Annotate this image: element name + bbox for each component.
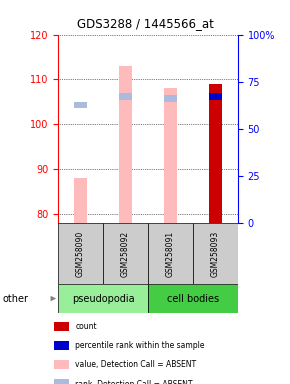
Bar (54, 341, 69, 350)
Text: other: other (3, 293, 29, 304)
FancyBboxPatch shape (103, 223, 148, 284)
Bar (164, 95, 177, 102)
Bar (74, 102, 87, 109)
Bar (54, 360, 69, 369)
FancyBboxPatch shape (148, 223, 193, 284)
Bar (54, 379, 69, 384)
FancyBboxPatch shape (193, 223, 238, 284)
FancyBboxPatch shape (58, 284, 148, 313)
Bar (164, 88, 177, 223)
Text: value, Detection Call = ABSENT: value, Detection Call = ABSENT (75, 360, 196, 369)
Text: percentile rank within the sample: percentile rank within the sample (75, 341, 205, 350)
Bar (54, 322, 69, 331)
FancyBboxPatch shape (148, 284, 238, 313)
Text: count: count (75, 322, 97, 331)
Bar (209, 84, 222, 223)
Text: GSM258091: GSM258091 (166, 230, 175, 276)
Text: GSM258093: GSM258093 (211, 230, 220, 276)
Text: GSM258090: GSM258090 (76, 230, 85, 276)
Bar (119, 93, 132, 99)
FancyBboxPatch shape (58, 223, 103, 284)
Text: cell bodies: cell bodies (167, 293, 219, 304)
Bar (74, 178, 87, 223)
Text: GDS3288 / 1445566_at: GDS3288 / 1445566_at (77, 17, 213, 30)
Bar (209, 93, 222, 99)
Text: GSM258092: GSM258092 (121, 230, 130, 276)
Bar (119, 66, 132, 223)
Text: rank, Detection Call = ABSENT: rank, Detection Call = ABSENT (75, 379, 193, 384)
Text: pseudopodia: pseudopodia (72, 293, 134, 304)
